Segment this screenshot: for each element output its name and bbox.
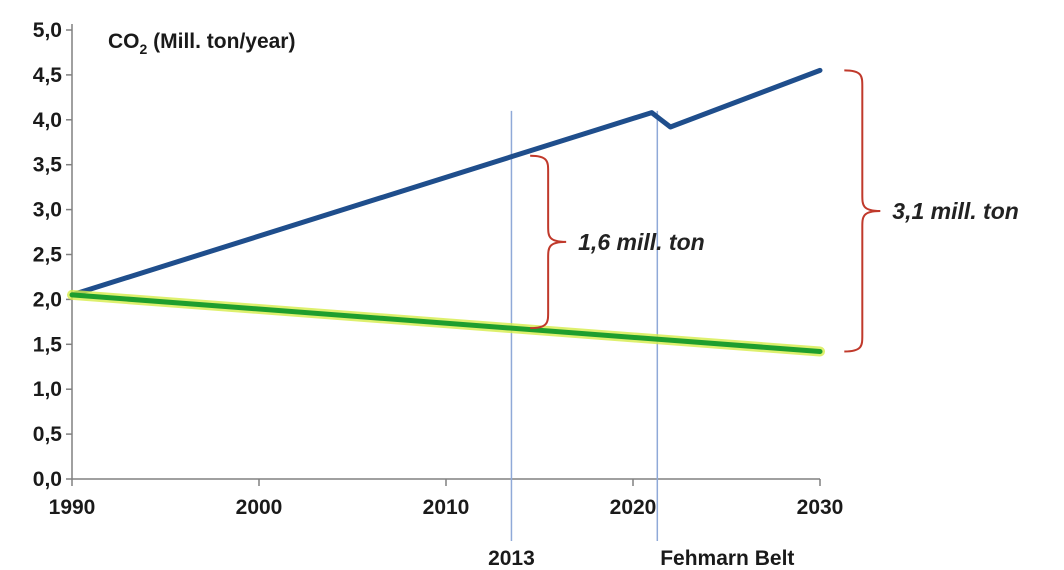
- y-tick-label: 2,5: [33, 244, 63, 267]
- y-tick-label: 4,5: [33, 64, 63, 87]
- series-2-line: [69, 292, 823, 354]
- y-tick-label: 3,0: [33, 199, 62, 222]
- x-tick-label: 2010: [423, 496, 470, 519]
- y-tick-label: 0,5: [33, 423, 63, 446]
- x-tick-label: 2030: [797, 496, 844, 519]
- y-tick-label: 4,0: [33, 109, 62, 132]
- y-tick-label: 3,5: [33, 154, 63, 177]
- unit-label: CO2 (Mill. ton/year): [108, 30, 295, 57]
- x-tick-label: 2020: [610, 496, 657, 519]
- y-tick-label: 1,5: [33, 333, 63, 356]
- unit-label-prefix: CO: [108, 30, 140, 53]
- brace-2: [844, 69, 881, 353]
- brace-1: [530, 154, 567, 330]
- y-tick-label: 0,0: [33, 468, 62, 491]
- y-tick-label: 1,0: [33, 378, 62, 401]
- reference-line-label-2: Fehmarn Belt: [660, 547, 794, 570]
- x-tick-label: 1990: [49, 496, 96, 519]
- x-tick-label: 2000: [236, 496, 283, 519]
- y-tick-label: 5,0: [33, 19, 62, 42]
- unit-label-suffix: (Mill. ton/year): [147, 30, 295, 53]
- annotation-label-1: 1,6 mill. ton: [578, 229, 705, 255]
- reference-line-label-1: 2013: [488, 547, 535, 570]
- unit-label-subscript: 2: [140, 41, 148, 57]
- y-tick-label: 2,0: [33, 288, 62, 311]
- annotation-label-2: 3,1 mill. ton: [892, 198, 1019, 224]
- series-1-line: [69, 67, 823, 298]
